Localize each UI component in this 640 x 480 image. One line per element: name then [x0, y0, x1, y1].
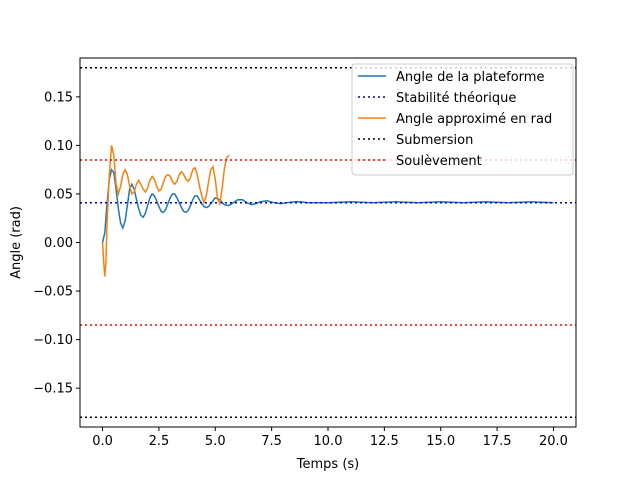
x-tick-label: 7.5	[261, 434, 282, 449]
x-tick-label: 15.0	[426, 434, 455, 449]
legend-label-angle-de-la-plateforme: Angle de la plateforme	[396, 70, 544, 85]
x-tick-label: 17.5	[483, 434, 512, 449]
y-tick-label: 0.15	[44, 90, 73, 105]
x-axis-ticks: 0.0 2.5 5.0 7.5 10.0 12.5 15.0 17.5 20.0	[92, 427, 568, 449]
legend-label-angle-approxime-en-rad: Angle approximé en rad	[396, 112, 552, 127]
y-tick-label: −0.15	[33, 382, 73, 397]
series-line-angle-approxime-en-rad	[101, 145, 230, 277]
x-axis-label: Temps (s)	[296, 457, 359, 472]
plot-lines	[80, 66, 576, 419]
x-tick-label: 2.5	[149, 434, 170, 449]
y-axis-label: Angle (rad)	[9, 206, 24, 279]
legend-box	[351, 63, 574, 176]
x-tick-label: 5.0	[205, 434, 226, 449]
x-tick-label: 12.5	[370, 434, 399, 449]
legend: Angle de la plateforme Stabilité théoriqu…	[351, 63, 574, 176]
y-tick-label: −0.10	[33, 333, 73, 348]
y-tick-label: 0.05	[44, 187, 73, 202]
y-axis-ticks: −0.15 −0.10 −0.05 0.00 0.05 0.10 0.15	[33, 90, 80, 397]
series-line-angle-de-la-plateforme	[101, 167, 554, 243]
legend-label-submersion: Submersion	[396, 133, 473, 148]
y-tick-label: 0.00	[44, 236, 73, 251]
x-tick-label: 10.0	[314, 434, 343, 449]
y-tick-label: 0.10	[44, 139, 73, 154]
legend-label-stabilite-theorique: Stabilité théorique	[396, 91, 516, 106]
y-tick-label: −0.05	[33, 285, 73, 300]
legend-label-soulevement: Soulèvement	[396, 154, 482, 169]
x-tick-label: 0.0	[92, 434, 113, 449]
x-tick-label: 20.0	[539, 434, 568, 449]
